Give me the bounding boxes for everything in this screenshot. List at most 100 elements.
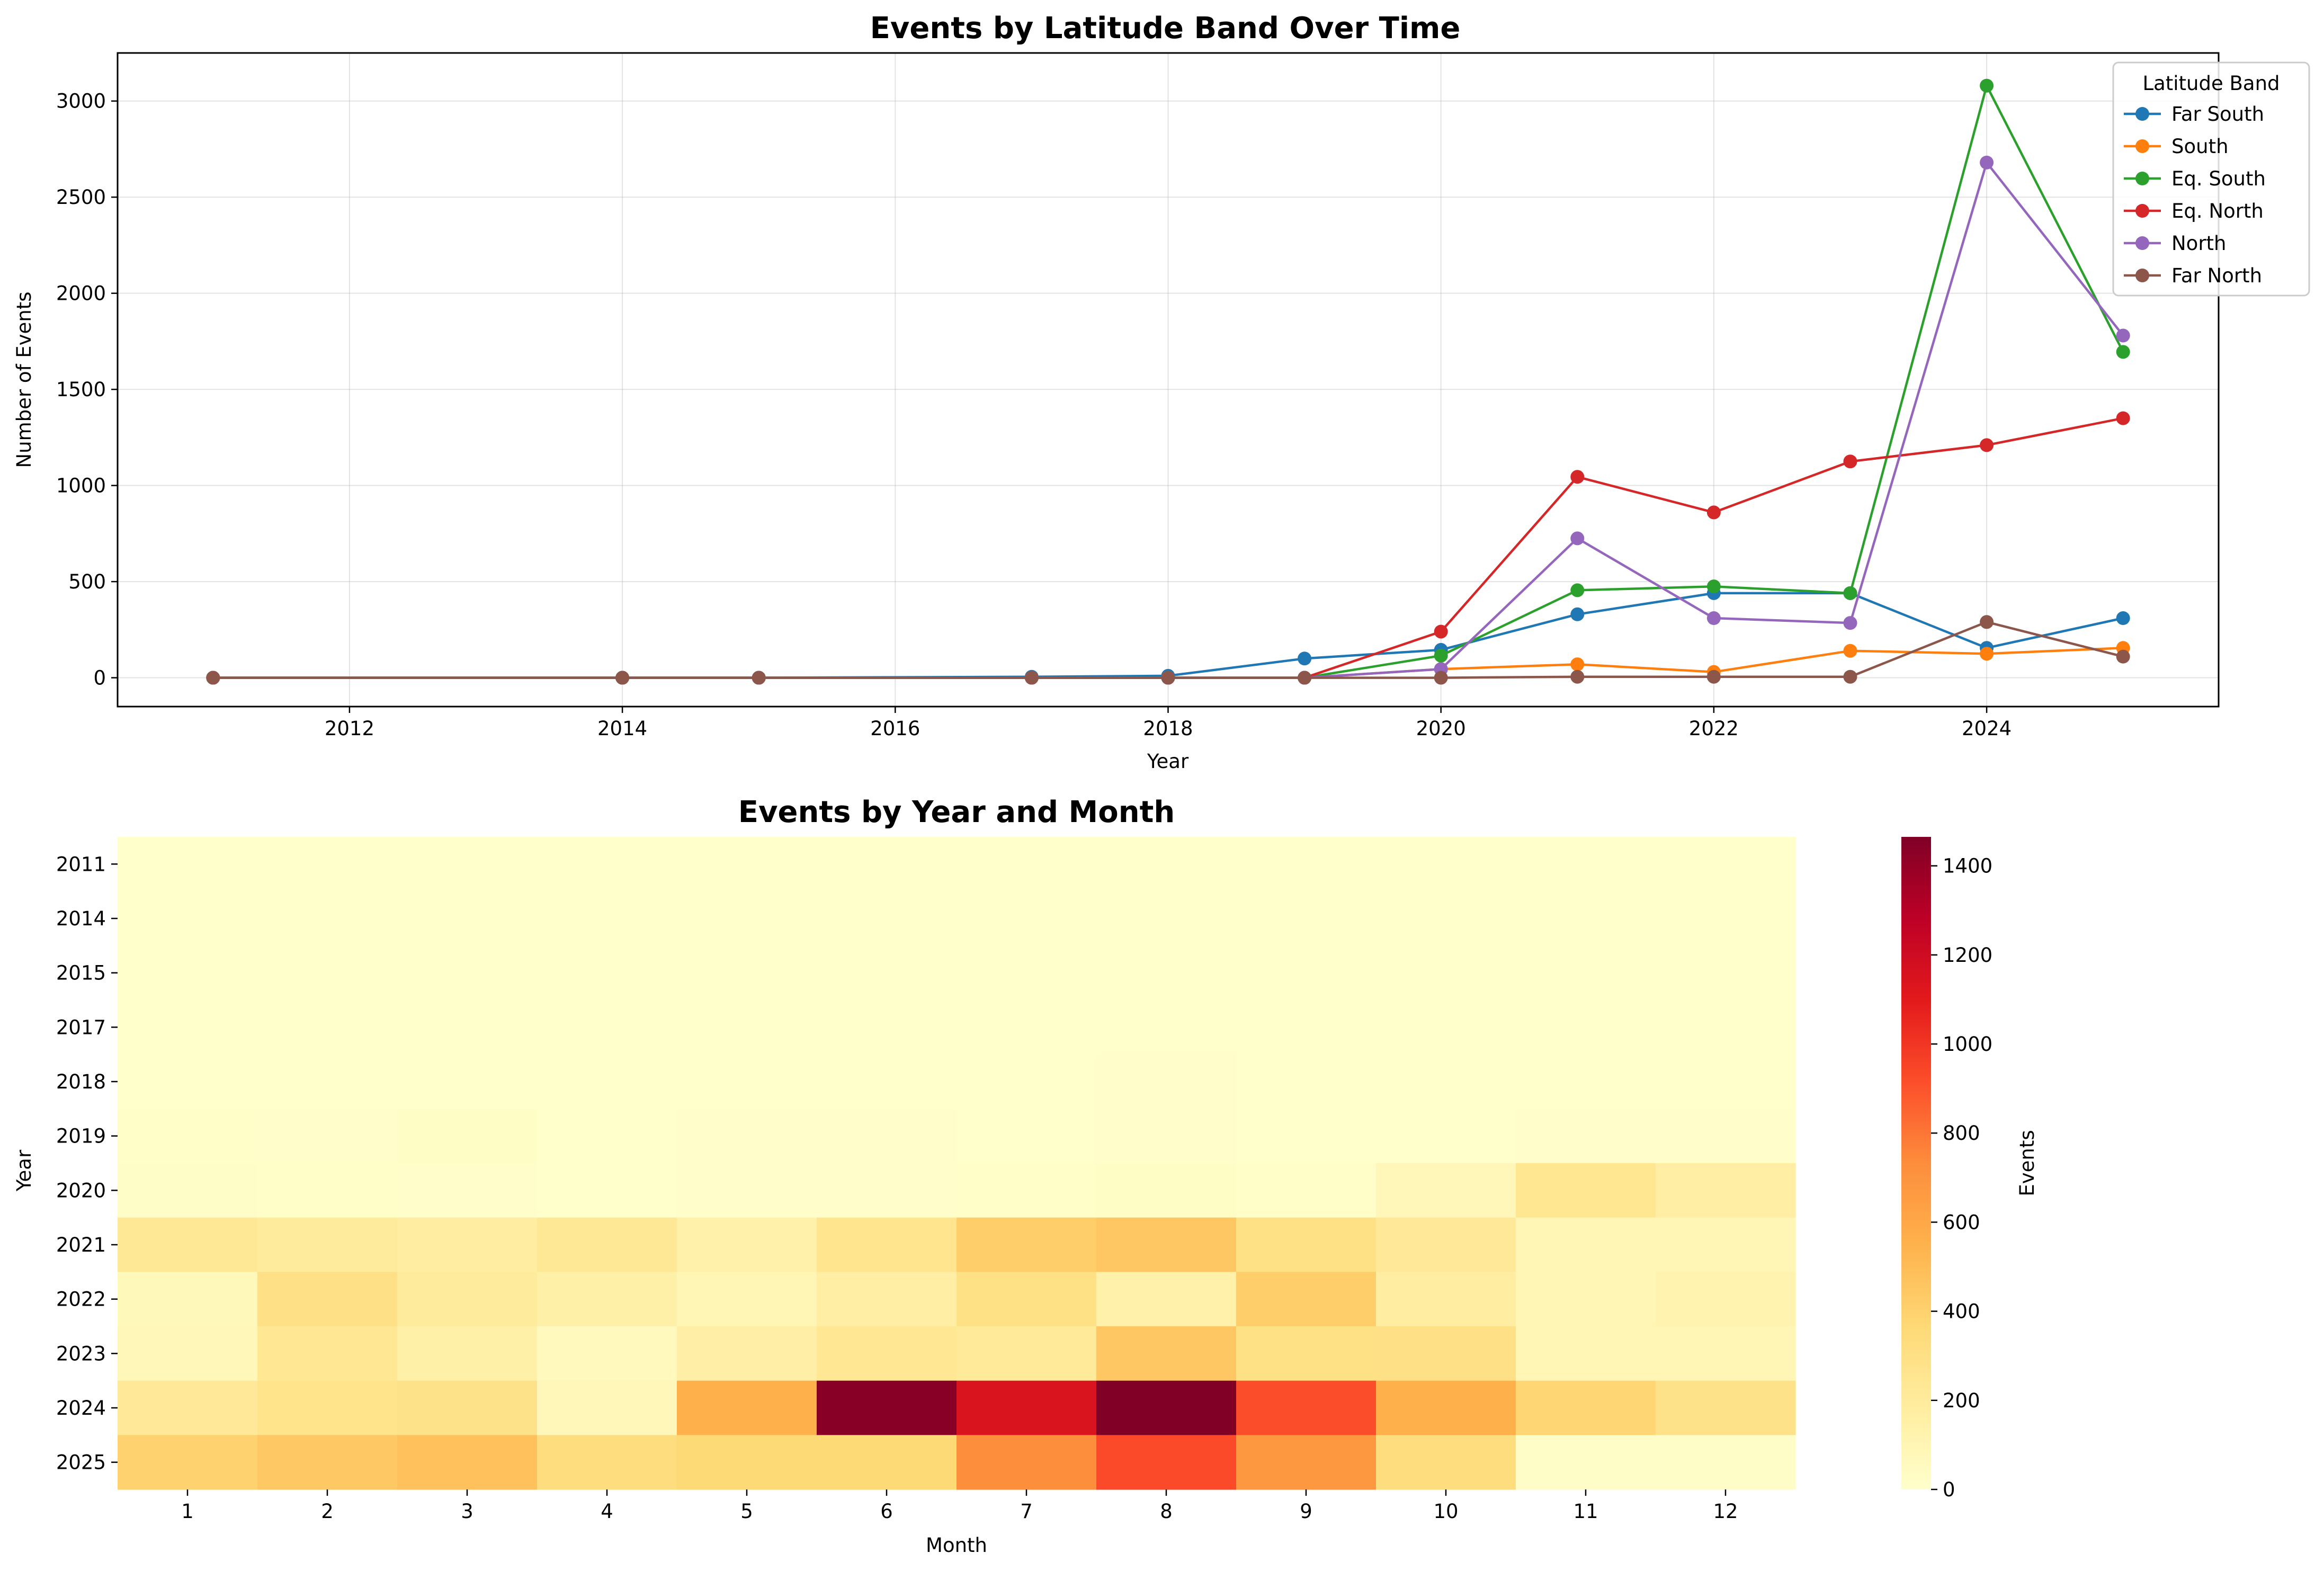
- data-point: [1843, 616, 1857, 630]
- heatmap-cell: [1096, 1054, 1237, 1109]
- line-series-group: [206, 78, 2130, 685]
- heatmap-cell: [677, 1435, 817, 1490]
- data-point: [2116, 411, 2130, 425]
- heatmap-cell: [817, 891, 957, 946]
- heatmap-cell: [817, 945, 957, 1001]
- heatmap-cell: [118, 1435, 258, 1490]
- legend-label: Eq. North: [2171, 200, 2264, 222]
- heatmap-cell: [1376, 1163, 1516, 1218]
- colorbar-tick-label: 200: [1943, 1389, 1980, 1412]
- heatmap-cell: [677, 1326, 817, 1381]
- heatmap-cell: [1656, 891, 1796, 946]
- heatmap-cell: [957, 1109, 1097, 1164]
- heatmap-cell: [957, 837, 1097, 892]
- heatmap-cell: [1656, 1109, 1796, 1164]
- heatmap-cell: [118, 1217, 258, 1272]
- heatmap-cell: [1376, 1109, 1516, 1164]
- heatmap-cell: [1376, 1380, 1516, 1435]
- legend-label: Eq. South: [2171, 167, 2266, 190]
- x-tick-label: 1: [181, 1500, 194, 1523]
- colorbar-tick-label: 800: [1943, 1122, 1980, 1145]
- heatmap-cell: [537, 1163, 677, 1218]
- y-tick-label: 500: [68, 570, 106, 593]
- heatmap-cell: [677, 837, 817, 892]
- heatmap-cell: [1096, 1380, 1237, 1435]
- heatmap-cell: [1376, 1435, 1516, 1490]
- y-tick-label: 0: [93, 667, 106, 690]
- colorbar-tick-label: 1200: [1943, 944, 1992, 967]
- heatmap-cell: [957, 1435, 1097, 1490]
- heatmap-cell: [1516, 1272, 1656, 1327]
- heatmap-cell: [957, 1326, 1097, 1381]
- data-point: [1570, 670, 1585, 684]
- x-tick-label: 2018: [1143, 717, 1193, 740]
- y-tick-label: 2014: [56, 907, 106, 930]
- heatmap-cell: [957, 1000, 1097, 1055]
- heatmap-cell: [1376, 1326, 1516, 1381]
- heatmap-cell: [397, 1380, 538, 1435]
- heatmap-cell: [1656, 1163, 1796, 1218]
- legend-label: Far South: [2171, 103, 2264, 126]
- heatmap-cell: [817, 1380, 957, 1435]
- line-y-axis-label: Number of Events: [13, 291, 35, 468]
- heatmap-cell: [677, 1272, 817, 1327]
- heatmap-cell: [397, 891, 538, 946]
- heatmap-cell: [397, 1272, 538, 1327]
- series-line: [213, 621, 2124, 679]
- heatmap-cell: [817, 837, 957, 892]
- data-point: [1570, 470, 1585, 484]
- heatmap-cell: [1656, 1435, 1796, 1490]
- heatmap-cell: [1376, 1217, 1516, 1272]
- data-point: [1298, 671, 1312, 685]
- x-tick-label: 2020: [1416, 717, 1466, 740]
- heatmap-x-ticks: 1 2 3 4 5 6 7 8 9 10 11 12: [181, 1489, 1738, 1523]
- data-point: [1843, 454, 1857, 469]
- heatmap-cell: [257, 1163, 398, 1218]
- heatmap-cell: [397, 1217, 538, 1272]
- heatmap-cell: [1096, 1217, 1237, 1272]
- heatmap-cell: [1236, 1163, 1376, 1218]
- heatmap-cell: [118, 1109, 258, 1164]
- data-point: [1434, 624, 1448, 639]
- data-point: [1980, 647, 1994, 661]
- heatmap-cell: [1516, 1326, 1656, 1381]
- data-point: [1298, 651, 1312, 666]
- heatmap-cell: [1656, 1217, 1796, 1272]
- legend-title: Latitude Band: [2142, 72, 2280, 95]
- heatmap-cell: [537, 1217, 677, 1272]
- data-point: [2116, 649, 2130, 664]
- heatmap-cell: [1516, 1380, 1656, 1435]
- x-tick-label: 2022: [1689, 717, 1739, 740]
- line-x-axis-label: Year: [1147, 750, 1189, 773]
- data-point: [1980, 438, 1994, 452]
- heatmap-cell: [957, 891, 1097, 946]
- data-point: [1024, 671, 1039, 685]
- heatmap-title: Events by Year and Month: [738, 795, 1175, 829]
- x-tick-label: 7: [1020, 1500, 1033, 1523]
- heatmap-cell: [257, 1217, 398, 1272]
- heatmap-cell: [397, 1326, 538, 1381]
- heatmap-cell: [1516, 1217, 1656, 1272]
- x-tick-label: 10: [1433, 1500, 1458, 1523]
- heatmap-cell: [817, 1326, 957, 1381]
- heatmap-cell: [537, 1272, 677, 1327]
- heatmap-x-axis-label: Month: [926, 1534, 987, 1557]
- colorbar-gradient: [1901, 837, 1931, 1489]
- heatmap-cell: [397, 1163, 538, 1218]
- heatmap-cell: [957, 1054, 1097, 1109]
- data-point: [1980, 155, 1994, 169]
- heatmap-cell: [1096, 945, 1237, 1001]
- y-tick-label: 2015: [56, 962, 106, 985]
- heatmap-chart: Events by Year and Month 1 2 3 4 5 6 7 8 9 10 11 12…: [13, 795, 2039, 1557]
- heatmap-cell: [1236, 1380, 1376, 1435]
- legend-label: South: [2171, 135, 2229, 158]
- heatmap-cell: [118, 1163, 258, 1218]
- heatmap-cell: [817, 1163, 957, 1218]
- heatmap-cell: [1376, 837, 1516, 892]
- heatmap-cells: [118, 837, 1796, 1490]
- data-point: [1706, 579, 1721, 594]
- heatmap-cell: [537, 1054, 677, 1109]
- y-tick-label: 2025: [56, 1451, 106, 1474]
- heatmap-cell: [1516, 891, 1656, 946]
- heatmap-cell: [1096, 1163, 1237, 1218]
